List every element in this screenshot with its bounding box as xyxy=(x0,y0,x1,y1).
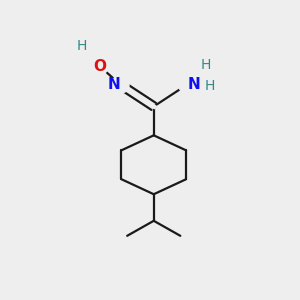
Text: H: H xyxy=(201,58,211,72)
Text: N: N xyxy=(107,77,120,92)
Circle shape xyxy=(91,57,108,75)
Text: H: H xyxy=(205,79,215,93)
Text: O: O xyxy=(93,58,106,74)
Circle shape xyxy=(112,76,129,93)
Text: H: H xyxy=(76,39,87,53)
Text: N: N xyxy=(187,77,200,92)
Circle shape xyxy=(178,76,196,93)
